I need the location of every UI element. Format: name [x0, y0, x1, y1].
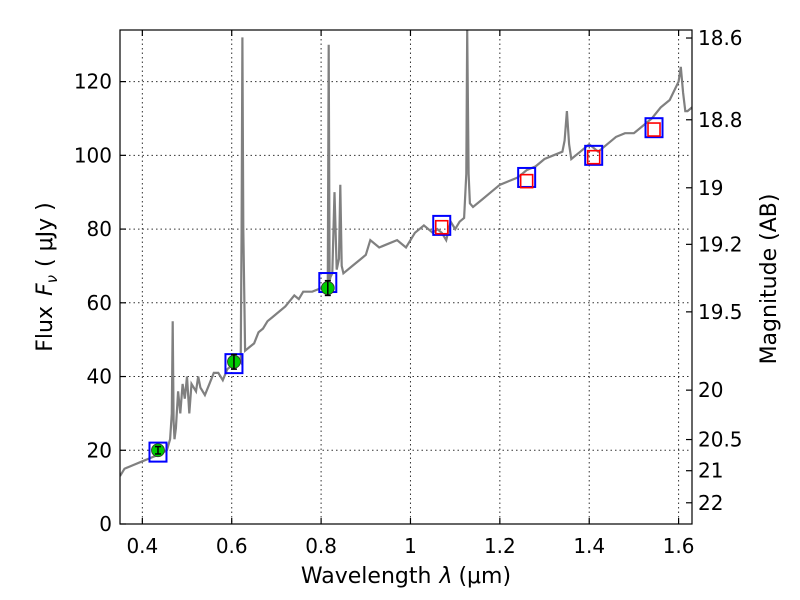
photometry-markers: [148, 117, 664, 463]
plot-area: [120, 30, 692, 477]
x-axis-label: Wavelength λ (μm): [301, 564, 511, 589]
spectrum-line: [120, 30, 692, 477]
x-tick-label: 1.2: [484, 534, 516, 558]
y-tick-label: 40: [87, 365, 112, 389]
x-tick-label: 0.8: [305, 534, 337, 558]
y-tick-label: 100: [74, 143, 112, 167]
y2-tick-label: 21: [698, 459, 723, 483]
x-tick-label: 1: [404, 534, 417, 558]
y-tick-label: 20: [87, 438, 112, 462]
y2-tick-label: 20: [698, 378, 723, 402]
upper-limit-square: [519, 173, 534, 189]
y2-tick-label: 19.5: [698, 300, 743, 324]
model-flux-box: [432, 214, 452, 236]
model-flux-box: [584, 144, 604, 166]
y2-tick-label: 22: [698, 491, 723, 515]
model-flux-box: [644, 117, 664, 139]
y2-tick-label: 18.8: [698, 108, 743, 132]
y-tick-labels: 0 20 40 60 80 100 120: [74, 70, 112, 536]
y-tick-label: 0: [99, 512, 112, 536]
upper-limit-square: [647, 122, 661, 137]
plot-frame: [119, 29, 693, 525]
x-tick-label: 0.6: [216, 534, 248, 558]
upper-limit-square: [434, 219, 449, 235]
y2-tick-label: 19: [698, 176, 723, 200]
x-tick-label: 1.4: [573, 534, 605, 558]
model-flux-box: [148, 441, 168, 463]
y2-tick-label: 19.2: [698, 232, 743, 256]
upper-limit-square: [586, 149, 601, 165]
y-tick-label: 80: [87, 217, 112, 241]
x-tick-label: 0.4: [126, 534, 158, 558]
y2-tick-labels: 18.6 18.8 19 19.2 19.5 20 20.5 21 22: [698, 26, 743, 515]
y-tick-label: 60: [87, 291, 112, 315]
y2-tick-label: 20.5: [698, 428, 743, 452]
gridlines: [120, 30, 692, 525]
x-tick-labels: 0.4 0.6 0.8 1 1.2 1.4 1.6: [126, 534, 694, 558]
y-axis-label: FluxFν( μJy ): [33, 202, 61, 351]
x-tick-label: 1.6: [663, 534, 695, 558]
y2-tick-label: 18.6: [698, 26, 743, 50]
axis-ticks: [120, 30, 692, 525]
y-tick-label: 120: [74, 70, 112, 94]
y2-axis-label: Magnitude (AB): [757, 194, 782, 365]
